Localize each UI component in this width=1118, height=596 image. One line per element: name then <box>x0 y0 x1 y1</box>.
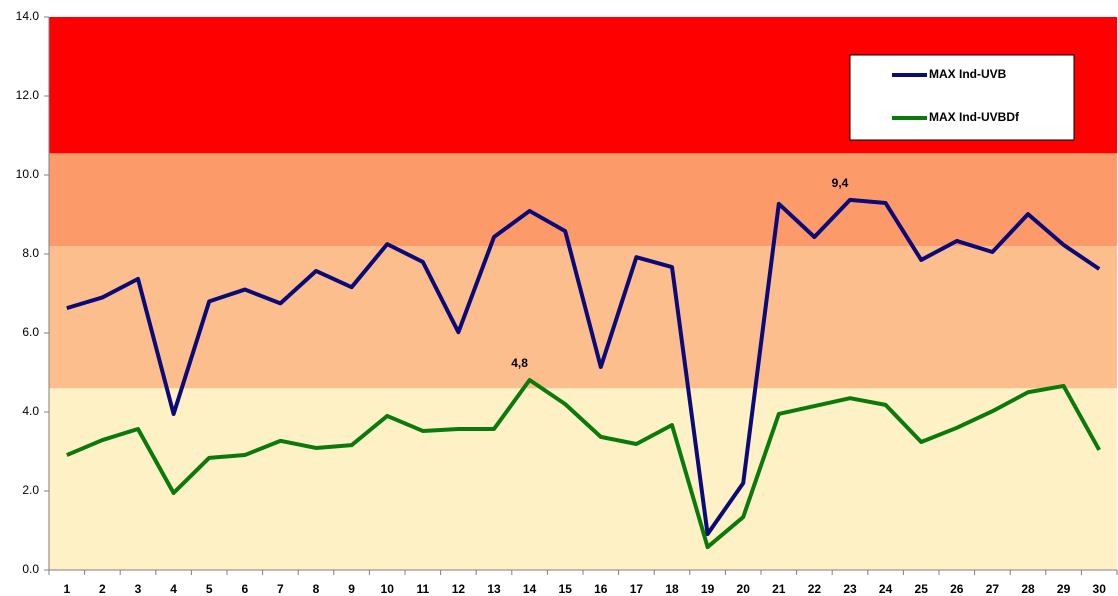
y-tick-label: 14.0 <box>16 9 40 23</box>
data-label: 4,8 <box>511 356 528 370</box>
y-tick-label: 8.0 <box>22 246 39 260</box>
x-tick-label: 2 <box>99 582 106 596</box>
x-tick-label: 18 <box>665 582 679 596</box>
x-tick-label: 1 <box>63 582 70 596</box>
x-tick-label: 22 <box>808 582 822 596</box>
legend-label: MAX Ind-UVBDf <box>929 110 1020 124</box>
x-tick-label: 23 <box>843 582 857 596</box>
x-tick-label: 12 <box>452 582 466 596</box>
y-tick-label: 0.0 <box>22 562 39 576</box>
y-tick-label: 12.0 <box>16 88 40 102</box>
x-tick-label: 20 <box>737 582 751 596</box>
x-tick-label: 7 <box>277 582 284 596</box>
legend-box <box>849 54 1075 141</box>
series-line <box>66 378 1101 550</box>
x-tick-label: 5 <box>206 582 213 596</box>
x-tick-label: 14 <box>523 582 537 596</box>
x-tick-label: 13 <box>487 582 501 596</box>
x-tick-label: 8 <box>313 582 320 596</box>
x-tick-label: 21 <box>772 582 786 596</box>
x-tick-label: 19 <box>701 582 715 596</box>
x-tick-label: 27 <box>986 582 1000 596</box>
x-tick-label: 15 <box>559 582 573 596</box>
legend-label: MAX Ind-UVB <box>929 67 1007 81</box>
x-tick-label: 26 <box>950 582 964 596</box>
series-line <box>66 197 1101 537</box>
y-tick-label: 6.0 <box>22 325 39 339</box>
x-tick-label: 11 <box>416 582 429 596</box>
x-tick-label: 24 <box>879 582 893 596</box>
y-tick-label: 4.0 <box>22 404 39 418</box>
x-tick-label: 3 <box>135 582 142 596</box>
x-tick-label: 6 <box>241 582 248 596</box>
x-tick-label: 4 <box>170 582 177 596</box>
uv-band <box>49 388 1117 570</box>
x-tick-label: 29 <box>1057 582 1071 596</box>
x-tick-label: 10 <box>381 582 395 596</box>
data-label: 9,4 <box>832 176 849 190</box>
y-tick-label: 10.0 <box>16 167 40 181</box>
x-tick-label: 9 <box>348 582 355 596</box>
x-tick-label: 17 <box>630 582 644 596</box>
y-tick-label: 2.0 <box>22 483 39 497</box>
x-tick-label: 28 <box>1021 582 1035 596</box>
uv-band <box>49 153 1117 247</box>
x-tick-label: 30 <box>1093 582 1107 596</box>
x-tick-label: 25 <box>915 582 929 596</box>
x-tick-label: 16 <box>594 582 608 596</box>
uv-band <box>49 246 1117 389</box>
